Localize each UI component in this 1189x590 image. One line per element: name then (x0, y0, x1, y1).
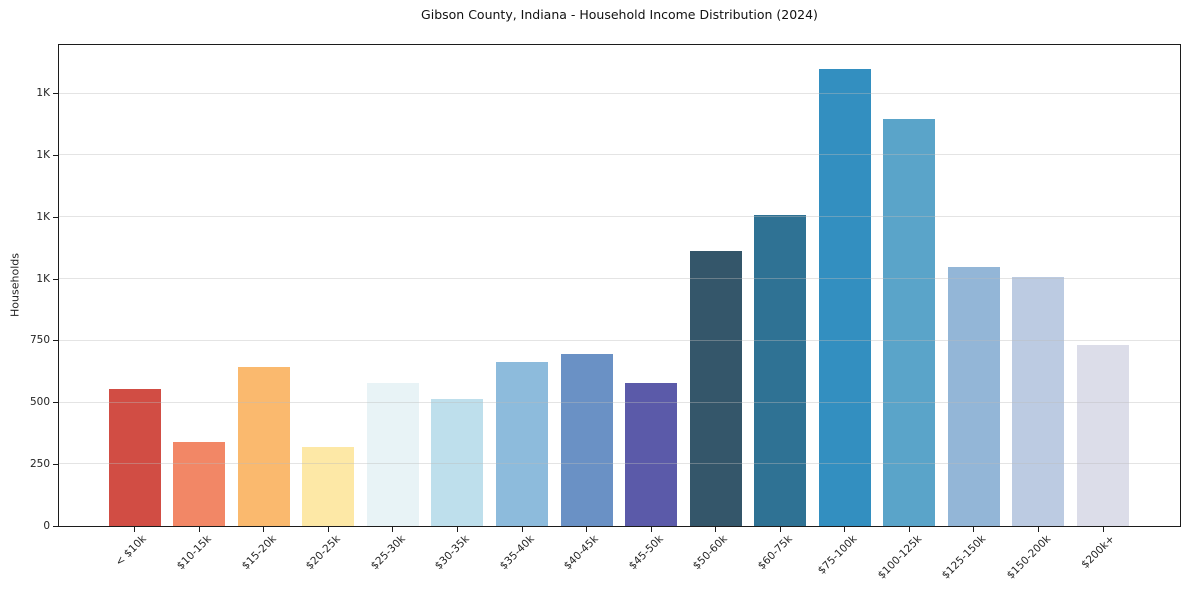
x-tick-label: $35-40k (497, 533, 537, 573)
x-tick-label: $60-75k (755, 533, 795, 573)
x-tick-label: $50-60k (691, 533, 731, 573)
y-tick-mark (53, 402, 58, 403)
gridline (59, 463, 1180, 465)
x-tick-label: $150-200k (1004, 533, 1053, 582)
x-tick-label: $200k+ (1079, 533, 1118, 571)
bar (883, 118, 936, 526)
bar (173, 441, 226, 526)
bar (689, 251, 742, 526)
y-tick-label: 500 (29, 396, 50, 408)
y-tick-label: 1K (36, 272, 50, 285)
plot-area (58, 44, 1181, 527)
bar (560, 354, 613, 526)
x-tick-label: $25-30k (368, 533, 408, 573)
bar (1012, 276, 1065, 526)
y-tick-label: 1K (36, 148, 50, 161)
bar (237, 366, 290, 526)
gridline (59, 92, 1180, 94)
x-tick-mark (973, 527, 975, 532)
x-tick-mark (1102, 527, 1104, 532)
x-tick-label: $40-45k (561, 533, 601, 573)
x-tick-mark (134, 527, 136, 532)
bar (1076, 345, 1129, 526)
bar (754, 214, 807, 526)
bar (366, 382, 419, 526)
y-tick-mark (53, 463, 58, 465)
bar (302, 447, 355, 526)
gridline (59, 154, 1180, 156)
x-tick-label: $15-20k (239, 533, 279, 573)
x-tick-label: < $10k (113, 533, 150, 569)
x-tick-mark (456, 527, 458, 532)
x-tick-label: $30-35k (432, 533, 472, 573)
y-tick-label: 0 (43, 519, 50, 532)
x-tick-mark (908, 527, 910, 532)
x-tick-mark (327, 527, 329, 532)
y-tick-mark (53, 278, 58, 280)
y-tick-mark (53, 525, 58, 527)
y-tick-label: 1K (36, 210, 50, 223)
y-tick-label: 250 (29, 457, 50, 470)
bar (431, 398, 484, 526)
x-tick-label: $10-15k (174, 533, 214, 573)
y-tick-mark (53, 93, 58, 95)
bar (496, 362, 548, 526)
bar (947, 266, 1000, 526)
x-tick-label: $100-125k (875, 533, 924, 582)
x-tick-label: $20-25k (303, 533, 343, 573)
x-tick-label: $125-150k (939, 533, 989, 582)
x-tick-mark (715, 527, 717, 532)
y-tick-mark (53, 216, 58, 218)
x-tick-mark (650, 527, 652, 532)
chart-title: Gibson County, Indiana - Household Incom… (421, 7, 818, 22)
bar (818, 69, 871, 526)
x-tick-label: $75-100k (815, 533, 860, 577)
bar (625, 382, 678, 526)
x-tick-mark (392, 527, 394, 532)
x-tick-mark (263, 527, 265, 532)
x-tick-mark (521, 527, 523, 532)
x-tick-mark (1037, 527, 1039, 532)
bar (108, 388, 161, 526)
x-tick-mark (844, 527, 846, 532)
gridline (59, 216, 1180, 218)
gridline (59, 278, 1180, 279)
gridline (59, 339, 1180, 341)
x-tick-mark (586, 527, 587, 532)
y-tick-label: 750 (29, 334, 50, 347)
x-tick-mark (198, 527, 200, 532)
x-tick-mark (779, 527, 781, 532)
y-tick-mark (53, 154, 58, 156)
y-tick-mark (53, 340, 58, 342)
gridline (59, 401, 1180, 403)
y-tick-label: 1K (36, 87, 50, 100)
x-tick-label: $45-50k (626, 533, 666, 573)
